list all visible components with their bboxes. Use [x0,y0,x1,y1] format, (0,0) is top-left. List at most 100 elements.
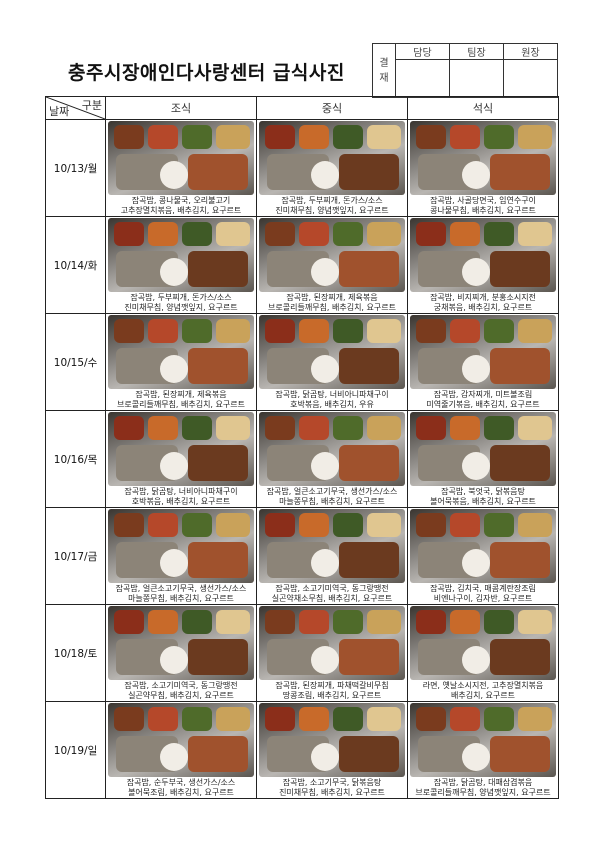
meal-cell-lunch: 잡곡밥, 된장찌개, 제육볶음 브로콜리들깨무침, 배추김치, 요구르트 [256,216,408,314]
food-compartment [490,445,550,481]
date-label: 날짜 [49,105,70,118]
yogurt-bottle [311,355,339,383]
food-compartment [339,736,399,772]
menu-line: 진미채무침, 배추김치, 요구르트 [279,788,385,797]
food-compartment [484,610,514,634]
menu-line: 미역줄기볶음, 배추김치, 요구르트 [426,400,540,409]
yogurt-bottle [311,452,339,480]
food-compartment [450,513,480,537]
menu-line: 잡곡밥, 소고기미역국, 동그랑땡전 [275,584,389,593]
food-compartment [416,513,446,537]
approval-box: 결 재 담당 팀장 원장 [372,43,558,98]
menu-line: 잡곡밥, 김치국, 매콤계란장조림 [430,584,536,593]
food-compartment [216,513,250,537]
yogurt-bottle [311,646,339,674]
menu-caption: 잡곡밥, 얼큰소고기무국, 생선가스/소스 마늘쫑무침, 배추김치, 요구르트 [257,486,407,507]
food-compartment [216,319,250,343]
table-row: 10/19/일 잡곡밥, 순두부국, 생선가스/소스 볼어묵조림, 배추김치, 요구… [45,701,559,799]
menu-line: 볼어묵볶음, 배추김치, 요구르트 [430,497,536,506]
meal-cell-dinner: 라면, 옛날소시지전, 고추장멸치볶음 배추김치, 요구르트 [407,604,559,702]
menu-line: 호박볶음, 배추김치, 우유 [290,400,374,409]
food-compartment [188,639,248,675]
food-compartment [114,416,144,440]
yogurt-bottle [311,549,339,577]
meal-photo [259,218,405,292]
table-row: 10/17/금 잡곡밥, 얼큰소고기무국, 생선가스/소스 마늘쫑무침, 배추김치,… [45,507,559,605]
menu-line: 잡곡밥, 두부찌개, 돈가스/소스 [130,293,232,302]
food-compartment [484,319,514,343]
meal-cell-dinner: 잡곡밥, 김치국, 매콤계란장조림 비엔나구이, 김자반, 요구르트 [407,507,559,605]
food-compartment [450,707,480,731]
meal-photo [259,412,405,486]
food-compartment [148,610,178,634]
food-compartment [188,154,248,190]
meal-cell-dinner: 잡곡밥, 북엇국, 닭볶음탕 볼어묵볶음, 배추김치, 요구르트 [407,410,559,508]
menu-line: 잡곡밥, 닭곰탕, 너비아니파채구이 [275,390,389,399]
food-compartment [114,610,144,634]
food-compartment [450,222,480,246]
food-compartment [216,416,250,440]
food-compartment [484,707,514,731]
food-compartment [339,639,399,675]
menu-line: 잡곡밥, 된장찌개, 파채떡갈비무침 [275,681,389,690]
menu-caption: 잡곡밥, 콩나물국, 오리불고기 고추장멸치볶음, 배추김치, 요구르트 [106,195,256,216]
menu-line: 잡곡밥, 된장찌개, 제육볶음 [135,390,227,399]
menu-line: 호박볶음, 배추김치, 요구르트 [131,497,231,506]
menu-line: 궁채볶음, 배추김치, 요구르트 [433,303,533,312]
menu-line: 잡곡밥, 된장찌개, 제육볶음 [286,293,378,302]
yogurt-bottle [160,161,188,189]
menu-line: 잡곡밥, 감자찌개, 미트볼조림 [433,390,533,399]
menu-line: 잡곡밥, 소고기무국, 닭볶음탕 [282,778,382,787]
food-compartment [339,154,399,190]
food-compartment [450,416,480,440]
food-compartment [182,513,212,537]
meal-cell-lunch: 잡곡밥, 얼큰소고기무국, 생선가스/소스 마늘쫑무침, 배추김치, 요구르트 [256,410,408,508]
menu-line: 잡곡밥, 닭곰탕, 너비아니파채구이 [124,487,238,496]
food-compartment [182,707,212,731]
yogurt-bottle [462,452,490,480]
menu-line: 마늘쫑무침, 배추김치, 요구르트 [128,594,234,603]
food-compartment [339,251,399,287]
menu-caption: 잡곡밥, 닭곰탕, 너비아니파채구이 호박볶음, 배추김치, 요구르트 [106,486,256,507]
menu-line: 라면, 옛날소시지전, 고추장멸치볶음 [422,681,544,690]
menu-caption: 잡곡밥, 얼큰소고기무국, 생선가스/소스 마늘쫑무침, 배추김치, 요구르트 [106,583,256,604]
food-compartment [265,319,295,343]
food-compartment [518,222,552,246]
food-compartment [114,125,144,149]
menu-line: 잡곡밥, 얼큰소고기무국, 생선가스/소스 [266,487,398,496]
yogurt-bottle [462,549,490,577]
menu-caption: 잡곡밥, 사골당면국, 임연수구이 콩나물무침, 배추김치, 요구르트 [408,195,558,216]
food-compartment [518,416,552,440]
yogurt-bottle [462,646,490,674]
yogurt-bottle [160,549,188,577]
signature-cell [395,59,450,98]
food-compartment [367,707,401,731]
menu-line: 잡곡밥, 비지찌개, 분홍소시지전 [430,293,536,302]
menu-caption: 잡곡밥, 소고기미역국, 동그랑땡전 실곤약무침, 배추김치, 요구르트 [106,680,256,701]
food-compartment [182,222,212,246]
food-compartment [148,222,178,246]
yogurt-bottle [160,355,188,383]
date-cell: 10/17/금 [45,507,106,605]
meal-cell-breakfast: 잡곡밥, 닭곰탕, 너비아니파채구이 호박볶음, 배추김치, 요구르트 [105,410,257,508]
menu-caption: 잡곡밥, 소고기미역국, 동그랑땡전 실곤약채소무침, 배추김치, 요구르트 [257,583,407,604]
menu-line: 실곤약무침, 배추김치, 요구르트 [128,691,234,700]
menu-caption: 잡곡밥, 비지찌개, 분홍소시지전 궁채볶음, 배추김치, 요구르트 [408,292,558,313]
meal-cell-lunch: 잡곡밥, 소고기무국, 닭볶음탕 진미채무침, 배추김치, 요구르트 [256,701,408,799]
meal-cell-lunch: 잡곡밥, 두부찌개, 돈가스/소스 진미채무침, 양념깻잎지, 요구르트 [256,119,408,217]
food-compartment [299,707,329,731]
food-compartment [148,707,178,731]
food-compartment [416,610,446,634]
food-compartment [367,125,401,149]
meal-photo [108,703,254,777]
menu-line: 잡곡밥, 콩나물국, 오리불고기 [131,196,231,205]
food-compartment [114,707,144,731]
food-compartment [518,610,552,634]
food-compartment [148,125,178,149]
meal-photo [108,315,254,389]
food-compartment [265,125,295,149]
date-cell: 10/15/수 [45,313,106,411]
menu-line: 잡곡밥, 사골당면국, 임연수구이 [430,196,536,205]
food-compartment [450,610,480,634]
approval-label: 결 재 [372,43,396,98]
